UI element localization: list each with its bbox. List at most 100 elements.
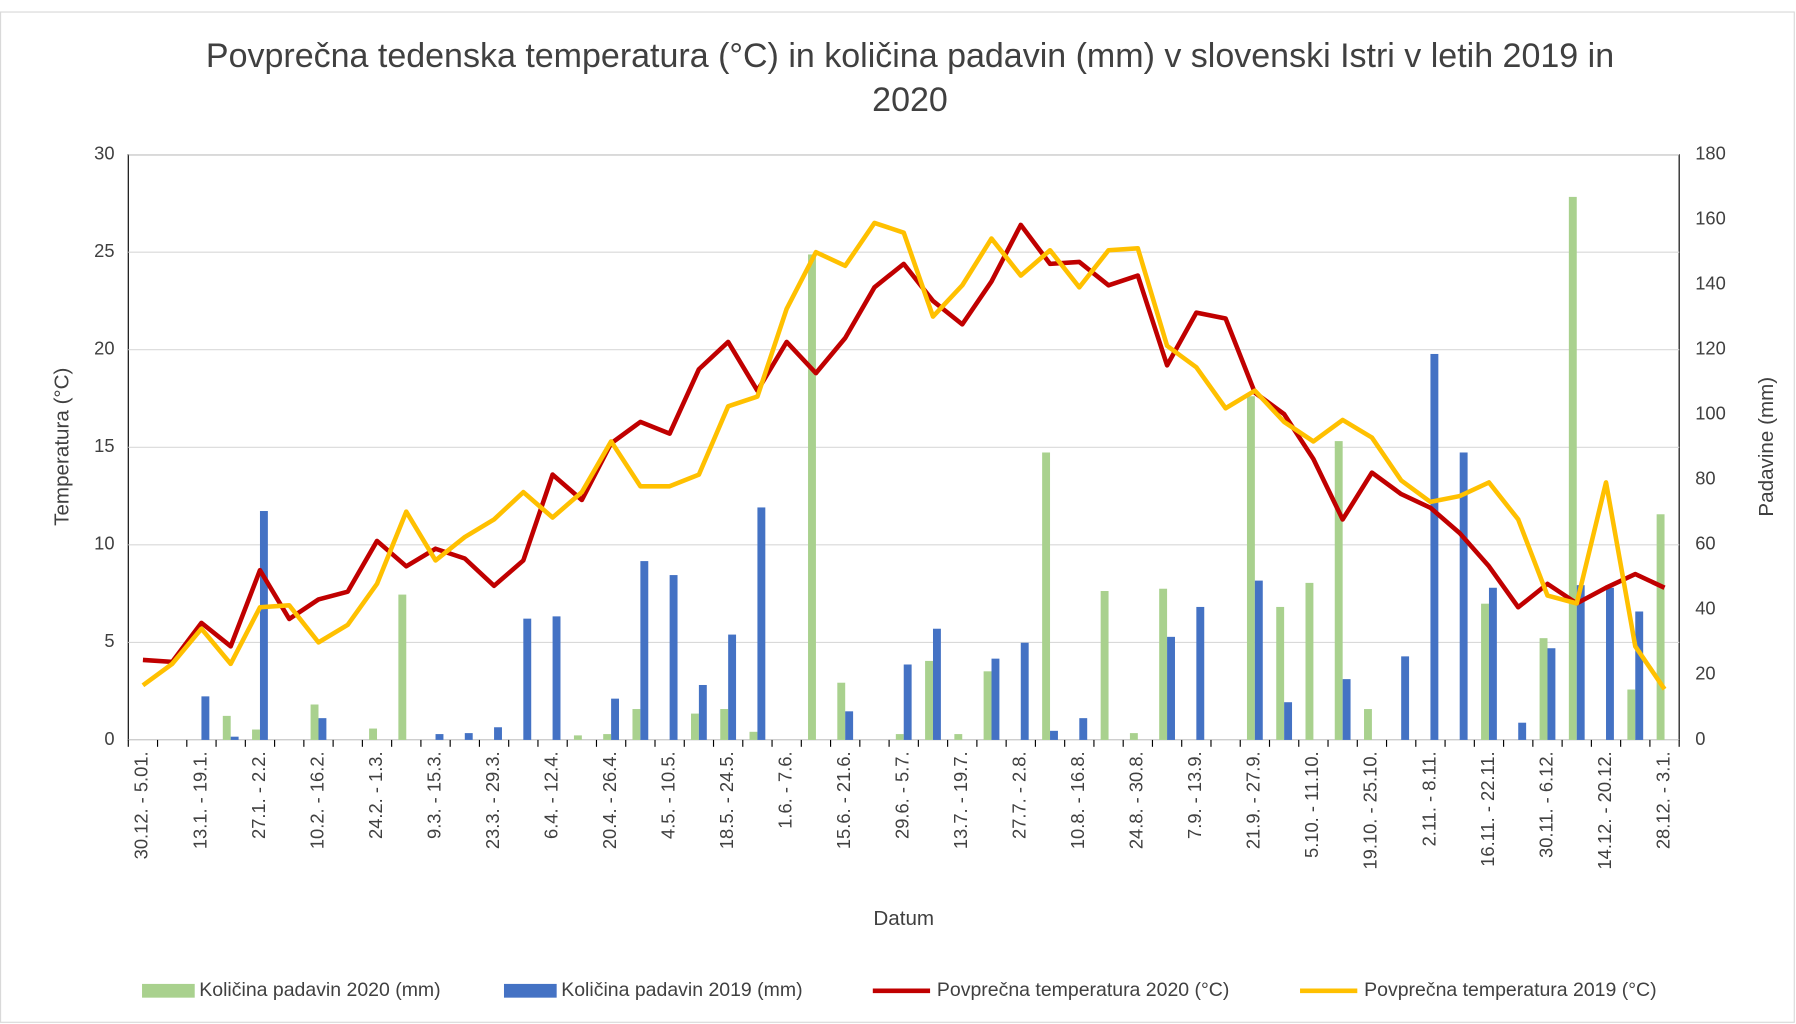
x-tick-label: 15.6. - 21.6. — [833, 751, 854, 849]
x-tick-label: 1.6. - 7.6. — [775, 751, 796, 828]
y2-tick-label: 180 — [1695, 142, 1726, 163]
y2-tick-label: 80 — [1695, 468, 1715, 489]
legend-label: Količina padavin 2019 (mm) — [561, 979, 802, 1001]
x-tick-label: 24.8. - 30.8. — [1126, 751, 1147, 849]
bar — [1635, 611, 1644, 740]
legend-label: Količina padavin 2020 (mm) — [199, 979, 440, 1001]
y2-axis-label: Padavine (mm) — [1755, 377, 1778, 517]
bar — [1568, 196, 1577, 740]
bar — [1276, 606, 1285, 740]
x-tick-label: 6.4. - 12.4. — [540, 751, 561, 839]
x-tick-label: 24.2. - 1.3. — [365, 751, 386, 839]
chart-title: Povprečna tedenska temperatura (°C) in k… — [205, 37, 1615, 119]
y-tick-label: 25 — [94, 240, 114, 261]
bar — [1079, 718, 1088, 740]
bar — [398, 594, 407, 740]
bar — [1430, 353, 1439, 740]
bar — [1539, 638, 1548, 740]
y2-tick-label: 160 — [1695, 208, 1726, 229]
bar — [1100, 591, 1109, 740]
bar — [201, 696, 210, 740]
bar — [845, 711, 854, 740]
bar — [983, 671, 992, 740]
bar — [1050, 730, 1058, 740]
bar — [757, 507, 766, 740]
bar — [1459, 452, 1468, 740]
y2-tick-label: 60 — [1695, 533, 1715, 554]
bar — [369, 728, 378, 740]
bar — [954, 734, 963, 740]
bar — [252, 729, 260, 740]
bar — [1305, 582, 1314, 740]
legend-label: Povprečna temperatura 2019 (°C) — [1364, 979, 1656, 1001]
x-tick-label: 27.1. - 2.2. — [248, 751, 269, 839]
bar — [1284, 702, 1293, 740]
bar — [1342, 679, 1351, 740]
bar — [690, 713, 699, 740]
line — [141, 220, 1667, 691]
bar — [808, 254, 816, 740]
bar — [1364, 709, 1372, 740]
bar — [1518, 722, 1527, 740]
bar — [669, 575, 678, 740]
bar — [640, 561, 649, 740]
x-tick-label: 16.11. - 22.11. — [1477, 751, 1498, 866]
x-tick-label: 18.5. - 24.5. — [716, 751, 737, 849]
line — [142, 222, 1666, 665]
bar — [1481, 603, 1489, 740]
bar — [435, 734, 444, 740]
bar — [749, 731, 758, 740]
x-tick-label: 10.8. - 16.8. — [1067, 751, 1088, 849]
chart-border — [0, 11, 1795, 1023]
bar — [1401, 656, 1410, 740]
y-tick-label: 30 — [94, 142, 114, 163]
bar — [1254, 580, 1263, 740]
bar — [523, 618, 532, 740]
bar — [895, 734, 904, 740]
bar — [903, 664, 912, 740]
legend-swatch — [503, 983, 557, 998]
bar — [1042, 452, 1051, 740]
bar — [720, 709, 729, 740]
x-tick-label: 19.10. - 25.10. — [1360, 751, 1381, 869]
y2-tick-label: 40 — [1695, 598, 1715, 619]
y-tick-label: 10 — [94, 533, 114, 554]
bar — [837, 682, 846, 740]
x-tick-label: 5.10. - 11.10. — [1301, 751, 1322, 858]
x-tick-label: 2.11. - 8.11. — [1418, 751, 1439, 846]
bar — [230, 736, 239, 740]
bar — [1627, 689, 1636, 740]
bar — [1547, 648, 1556, 740]
y-tick-label: 20 — [94, 338, 114, 359]
x-axis-label: Datum — [873, 907, 934, 930]
y2-tick-label: 0 — [1695, 728, 1705, 749]
x-tick-label: 10.2. - 16.2. — [306, 751, 327, 849]
bar — [611, 698, 620, 740]
bar — [1129, 733, 1138, 740]
bar — [259, 511, 268, 740]
legend-label: Povprečna temperatura 2020 (°C) — [937, 979, 1229, 1001]
bar — [464, 733, 473, 740]
x-tick-label: 23.3. - 29.3. — [482, 751, 503, 849]
x-tick-label: 14.12. - 20.12. — [1594, 751, 1615, 869]
bar — [318, 718, 327, 740]
bar — [552, 616, 561, 740]
x-tick-label: 9.3. - 15.3. — [423, 751, 444, 839]
bar — [728, 634, 737, 740]
x-tick-label: 13.7. - 19.7. — [950, 751, 971, 849]
bar — [222, 715, 231, 740]
y2-tick-label: 140 — [1695, 273, 1726, 294]
x-tick-label: 7.9. - 13.9. — [1184, 751, 1205, 839]
bar — [632, 709, 641, 740]
bar — [1334, 441, 1343, 740]
bar — [932, 628, 941, 740]
y-tick-label: 5 — [104, 630, 114, 651]
x-tick-label: 13.1. - 19.1. — [189, 751, 210, 849]
y-axis-label: Temperatura (°C) — [50, 368, 73, 526]
x-tick-label: 28.12. - 3.1. — [1652, 751, 1673, 849]
bar — [1020, 642, 1029, 740]
bar — [1196, 606, 1205, 740]
bar — [991, 658, 1000, 740]
bar — [698, 684, 707, 740]
